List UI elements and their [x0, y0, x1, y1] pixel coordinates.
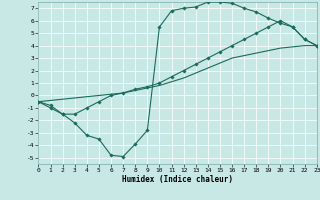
X-axis label: Humidex (Indice chaleur): Humidex (Indice chaleur) [122, 175, 233, 184]
